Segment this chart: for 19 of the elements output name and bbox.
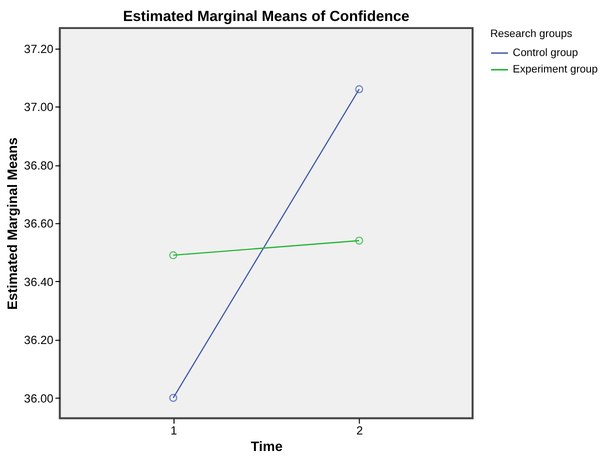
point [355, 236, 364, 245]
y-tick-label: 36.00 [24, 392, 54, 406]
x-tick-label: 2 [356, 424, 363, 438]
legend-title: Research groups [490, 28, 572, 40]
point [355, 85, 364, 94]
point [169, 394, 178, 402]
y-tick-label: 37.00 [24, 101, 54, 114]
x-axis-title: Time [250, 439, 283, 454]
point [169, 251, 178, 260]
legend-label: Control group [512, 46, 578, 59]
y-tick-label: 36.60 [24, 218, 54, 231]
x-tick-label: 1 [170, 424, 177, 438]
y-tick-label: 36.40 [24, 276, 54, 289]
chart-title: Estimated Marginal Means of Confidence [122, 9, 410, 26]
y-axis-title: Estimated Marginal Means [5, 137, 20, 310]
y-tick-label: 36.80 [24, 159, 54, 172]
y-tick-label: 36.20 [24, 334, 54, 348]
y-tick-label: 37.20 [24, 42, 54, 56]
legend-label: Experiment group [512, 64, 598, 76]
